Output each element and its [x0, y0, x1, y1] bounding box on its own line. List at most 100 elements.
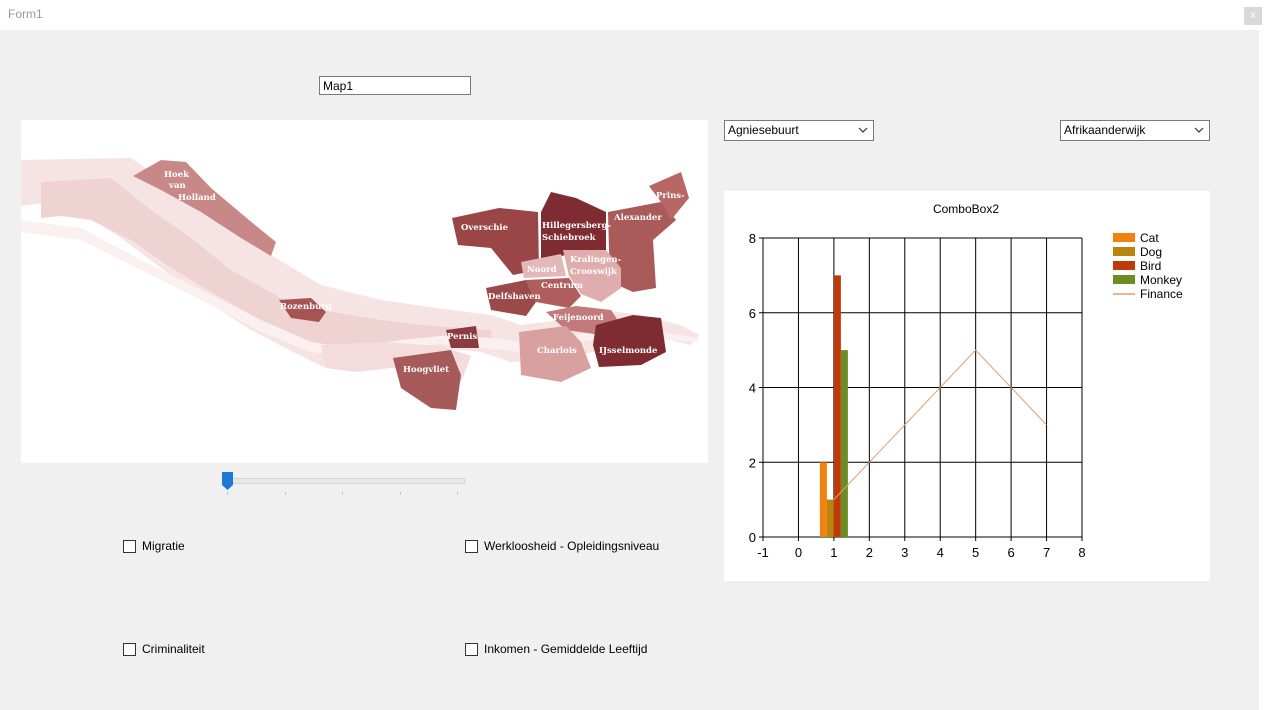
y-tick-label: 8 — [749, 231, 756, 246]
legend-label: Cat — [1140, 231, 1159, 245]
y-tick-label: 4 — [749, 381, 756, 396]
chart-title: ComboBox2 — [933, 202, 999, 216]
legend-label: Finance — [1140, 287, 1183, 301]
district-pernis[interactable] — [446, 326, 479, 348]
legend-label: Dog — [1140, 245, 1162, 259]
x-tick-label: 5 — [972, 545, 979, 560]
river — [21, 220, 699, 356]
slider-tick — [457, 492, 458, 495]
combobox-1-value: Agniesebuurt — [728, 123, 799, 137]
label-delfshaven: Delfshaven — [488, 292, 541, 302]
label-rozenburg: Rozenburg — [280, 302, 332, 312]
bar-dog — [826, 499, 834, 537]
window-edge — [1259, 30, 1265, 710]
label-schiebroek: Schiebroek — [542, 233, 597, 243]
district-delfshaven[interactable] — [486, 280, 536, 316]
label-centrum: Centrum — [541, 281, 583, 291]
district-charlois[interactable] — [519, 326, 591, 382]
district-centrum[interactable] — [526, 278, 581, 308]
legend-swatch — [1113, 275, 1135, 284]
slider-tick — [285, 492, 286, 495]
bar-monkey — [840, 350, 848, 537]
legend-swatch — [1113, 247, 1135, 256]
x-tick-label: 1 — [830, 545, 837, 560]
slider-tick — [342, 492, 343, 495]
district-prins-top[interactable] — [649, 172, 689, 220]
district-ijsselmonde[interactable] — [593, 315, 666, 367]
chart-panel: ComboBox2 -1 0 1 2 3 4 5 6 7 8 0 2 4 6 8 Cat Dog Bird Mon… — [724, 191, 1210, 581]
label-hoek: Hoek — [164, 170, 190, 180]
x-tick-label: 6 — [1007, 545, 1014, 560]
checkbox-box[interactable] — [123, 642, 136, 656]
x-tick-label: 2 — [866, 545, 873, 560]
chevron-down-icon[interactable] — [1193, 122, 1205, 139]
slider-track[interactable] — [225, 478, 465, 484]
time-slider[interactable] — [221, 470, 465, 498]
chevron-down-icon[interactable] — [857, 122, 869, 139]
checkbox-box[interactable] — [123, 539, 136, 553]
slider-thumb[interactable] — [222, 472, 233, 490]
checkbox-label: Criminaliteit — [142, 642, 205, 656]
district-overschie[interactable] — [452, 208, 539, 275]
x-tick-label: 8 — [1078, 545, 1085, 560]
legend-label: Bird — [1140, 259, 1161, 273]
label-feijenoord: Feijenoord — [553, 313, 604, 323]
checkbox-inkomen[interactable]: Inkomen - Gemiddelde Leeftijd — [465, 642, 647, 656]
district-hillegersberg[interactable] — [541, 192, 606, 260]
label-noord: Noord — [527, 265, 557, 275]
close-button[interactable]: x — [1244, 7, 1262, 25]
label-hoogvliet: Hoogvliet — [403, 365, 449, 375]
rotterdam-map: Hoek van Holland Rozenburg Overschie Hil… — [21, 158, 699, 410]
checkbox-werkloosheid[interactable]: Werkloosheid - Opleidingsniveau — [465, 539, 659, 553]
legend-swatch — [1113, 261, 1135, 270]
label-pernis: Pernis — [447, 332, 477, 342]
x-tick-label: -1 — [757, 545, 769, 560]
map-panel[interactable]: Hoek van Holland Rozenburg Overschie Hil… — [21, 120, 708, 463]
checkbox-box[interactable] — [465, 642, 478, 656]
district-noord[interactable] — [521, 254, 566, 278]
legend-label: Monkey — [1140, 273, 1182, 287]
y-tick-label: 6 — [749, 306, 756, 321]
label-van: van — [168, 181, 186, 191]
x-tick-label: 3 — [901, 545, 908, 560]
checkbox-migratie[interactable]: Migratie — [123, 539, 185, 553]
label-crooswijk: Crooswijk — [570, 267, 618, 277]
label-holland: Holland — [178, 193, 216, 203]
legend-swatch — [1113, 233, 1135, 242]
x-tick-label: 7 — [1043, 545, 1050, 560]
district-prins-alexander[interactable] — [608, 202, 676, 292]
label-ijsselmonde: IJsselmonde — [599, 346, 658, 356]
combobox-2-value: Afrikaanderwijk — [1064, 123, 1146, 137]
label-kralingen: Kralingen- — [570, 255, 622, 265]
x-tick-label: 4 — [937, 545, 944, 560]
y-tick-label: 0 — [749, 530, 756, 545]
label-hillegersberg: Hillegersberg- — [542, 221, 612, 231]
district-hoogvliet[interactable] — [393, 350, 461, 410]
x-tick-label: 0 — [795, 545, 802, 560]
y-tick-label: 2 — [749, 455, 756, 470]
bar-cat — [819, 462, 827, 537]
line-finance — [833, 349, 1047, 500]
district-hoek-van-holland[interactable] — [133, 160, 276, 256]
window-title: Form1 — [8, 7, 43, 21]
label-charlois: Charlois — [537, 346, 577, 356]
checkbox-box[interactable] — [465, 539, 478, 553]
label-overschie: Overschie — [461, 223, 509, 233]
label-prins: Prins- — [656, 191, 685, 201]
map-name-textbox[interactable]: Map1 — [319, 76, 471, 95]
label-alexander: Alexander — [613, 213, 662, 223]
bar-bird — [833, 275, 841, 537]
district-kralingen[interactable] — [563, 250, 621, 302]
neighbourhood-combobox-2[interactable]: Afrikaanderwijk — [1060, 120, 1210, 141]
checkbox-criminaliteit[interactable]: Criminaliteit — [123, 642, 205, 656]
neighbourhood-combobox-1[interactable]: Agniesebuurt — [724, 120, 874, 141]
slider-tick — [227, 492, 228, 495]
checkbox-label: Migratie — [142, 539, 185, 553]
title-bar: Form1 x — [0, 0, 1265, 30]
district-rozenburg[interactable] — [279, 298, 326, 322]
harbour-area — [21, 158, 699, 370]
port-basins — [41, 178, 491, 352]
checkbox-label: Werkloosheid - Opleidingsniveau — [484, 539, 660, 553]
slider-tick — [400, 492, 401, 495]
